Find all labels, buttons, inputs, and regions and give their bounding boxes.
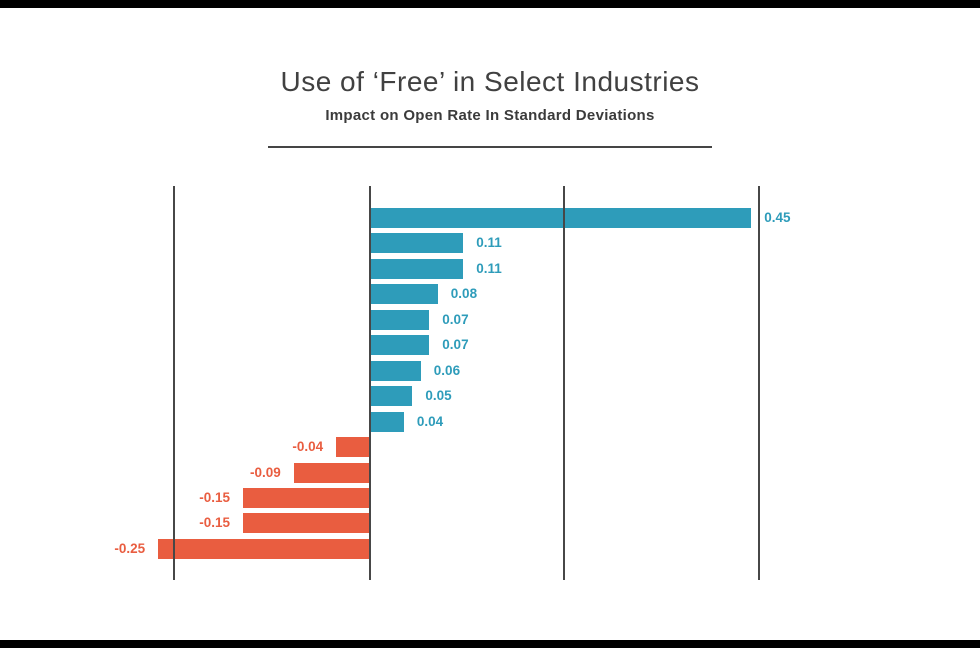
bar <box>293 463 370 483</box>
bar-value-label: -0.15 <box>199 515 230 530</box>
bar <box>370 284 438 304</box>
bar <box>370 233 464 253</box>
bar-value-label: -0.04 <box>292 439 324 454</box>
bar-value-label: -0.25 <box>114 541 146 556</box>
header-divider <box>268 146 712 148</box>
top-black-bar <box>0 0 980 8</box>
bar-value-label: -0.15 <box>199 490 230 505</box>
bar <box>370 412 404 432</box>
bar-value-label: 0.08 <box>450 286 478 301</box>
bar-value-label: 0.45 <box>764 210 791 225</box>
bar-value-label: 0.07 <box>442 337 469 352</box>
gridline-zero-axis <box>369 186 371 580</box>
bar <box>336 437 370 457</box>
bar-value-label: 0.04 <box>416 414 444 429</box>
gridline-mid-right <box>563 186 565 580</box>
bar <box>370 208 752 228</box>
gridline-left <box>173 186 175 580</box>
chart-subtitle: Impact on Open Rate In Standard Deviatio… <box>325 107 655 124</box>
bar-value-label: 0.11 <box>476 261 502 276</box>
bar-value-label: 0.11 <box>476 235 502 250</box>
bottom-black-bar <box>0 640 980 648</box>
bar-value-label: 0.05 <box>425 388 452 403</box>
chart-header: Use of ‘Free’ in Select Industries Impac… <box>0 66 980 125</box>
bar <box>370 310 430 330</box>
bar-value-label: 0.07 <box>442 312 469 327</box>
bar <box>370 335 430 355</box>
gridline-right <box>758 186 760 580</box>
bar <box>242 513 370 533</box>
bar <box>370 361 421 381</box>
bar <box>242 488 370 508</box>
bar <box>158 539 371 559</box>
bar-value-label: -0.09 <box>250 465 281 480</box>
bar-value-label: 0.06 <box>433 363 461 378</box>
chart-title: Use of ‘Free’ in Select Industries <box>280 66 700 97</box>
bar <box>370 386 413 406</box>
bar <box>370 259 464 279</box>
